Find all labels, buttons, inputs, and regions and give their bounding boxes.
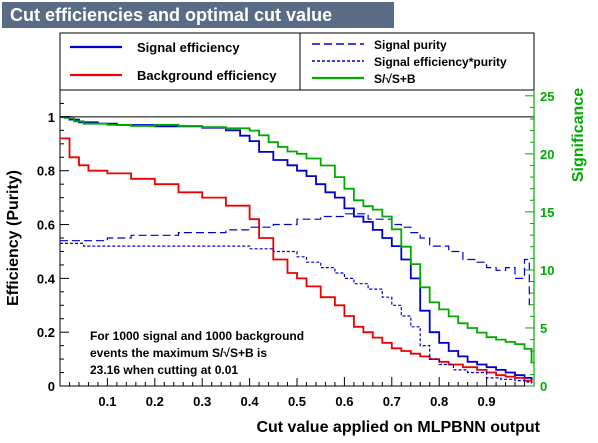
annotation-line-1: For 1000 signal and 1000 background [90, 329, 304, 343]
legend-box-left [59, 32, 301, 91]
x-axis-label: Cut value applied on MLPBNN output [256, 419, 540, 436]
x-tick-label: 0.3 [193, 394, 211, 409]
x-axis: 0.1 0.2 0.3 0.4 0.5 0.6 0.7 0.8 0.9 [59, 377, 535, 409]
y2-tick-label: 10 [540, 263, 554, 278]
x-tick-label: 0.8 [430, 394, 448, 409]
x-tick-label: 0.7 [383, 394, 401, 409]
legend-label: S/√S+B [374, 72, 416, 86]
x-tick-label: 0.9 [478, 394, 496, 409]
y-tick-label: 0 [48, 379, 55, 394]
y-tick-label: 0.4 [37, 271, 56, 286]
y-tick-label: 0.2 [37, 325, 55, 340]
y2-tick-label: 20 [540, 147, 554, 162]
series-line-1 [60, 137, 533, 384]
series-line-3 [60, 242, 533, 384]
annotation-line-3: 23.16 when cutting at 0.01 [90, 363, 238, 377]
series-layer [60, 116, 533, 384]
annotation-line-2: events the maximum S/√S+B is [90, 346, 267, 360]
annotation-box: For 1000 signal and 1000 background even… [82, 322, 330, 378]
legend: Signal efficiency Background efficiency Si… [70, 38, 507, 86]
y2-tick-label: 5 [540, 321, 547, 336]
legend-label: Signal efficiency [137, 40, 240, 55]
chart-title: Cut efficiencies and optimal cut value [2, 2, 394, 28]
y2-tick-label: 25 [540, 89, 554, 104]
y-axis: 0 0.2 0.4 0.6 0.8 1 [37, 89, 69, 394]
x-tick-label: 0.2 [146, 394, 164, 409]
x-tick-label: 0.4 [241, 394, 260, 409]
x-tick-label: 0.6 [335, 394, 353, 409]
series-line-2 [60, 213, 530, 306]
series-line-4 [60, 116, 533, 363]
y2-axis-label: Significance [570, 88, 587, 182]
legend-label: Background efficiency [137, 68, 277, 83]
x-tick-label: 0.5 [288, 394, 306, 409]
y2-tick-label: 15 [540, 205, 554, 220]
y-tick-label: 0.6 [37, 218, 55, 233]
legend-label: Signal efficiency*purity [374, 55, 507, 69]
y2-axis: 0 5 10 15 20 25 [525, 89, 554, 394]
y-axis-label: Efficiency (Purity) [5, 170, 22, 306]
x-tick-label: 0.1 [98, 394, 116, 409]
y2-tick-label: 0 [540, 379, 547, 394]
y-tick-label: 1 [48, 110, 55, 125]
legend-label: Signal purity [374, 38, 447, 52]
y-tick-label: 0.8 [37, 164, 55, 179]
